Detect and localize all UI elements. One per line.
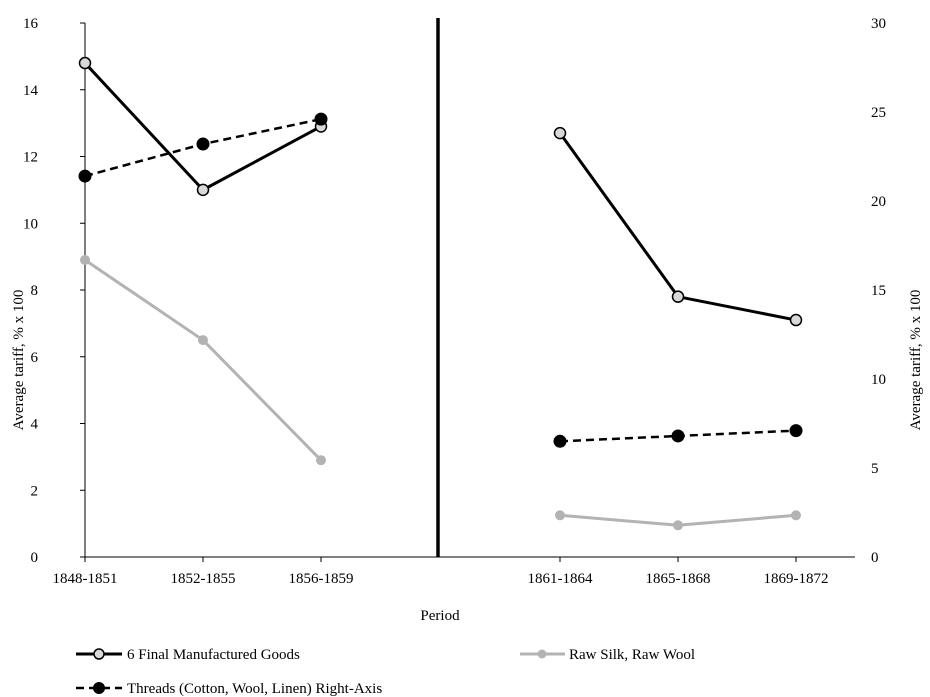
series-2: [78, 112, 803, 448]
data-point: [789, 313, 803, 327]
x-tick-label: 1852-1855: [171, 571, 236, 587]
y-tick-label-right: 15: [871, 283, 886, 299]
x-tick-label: 1869-1872: [764, 571, 829, 587]
legend-item-raw-silk: Raw Silk, Raw Wool: [520, 647, 695, 663]
x-axis-title: Period: [420, 608, 460, 624]
series-0: [78, 56, 803, 327]
data-point: [553, 126, 567, 140]
data-point: [553, 434, 567, 448]
y-tick-label-left: 0: [31, 550, 39, 566]
y-tick-label-left: 14: [23, 83, 39, 99]
data-point: [789, 424, 803, 438]
series-line: [83, 62, 322, 192]
data-point: [671, 290, 685, 303]
y-axis-right-title: Average tariff, % x 100: [908, 290, 924, 431]
axes: [84, 23, 855, 558]
y-tick-label-left: 16: [23, 16, 39, 32]
data-point: [78, 169, 92, 183]
y-tick-label-right: 20: [871, 194, 886, 210]
data-point: [791, 510, 801, 521]
y-axis-left-title: Average tariff, % x 100: [11, 290, 27, 431]
legend-marker-threads: [93, 682, 105, 694]
data-point: [196, 183, 210, 197]
series-1: [80, 254, 801, 531]
ticks-layer: 0 2 4 6 8 10 12 14 16 0 5 10 15 20 25 30 1848-1851 1852-1…: [23, 16, 886, 587]
legend: 6 Final Manufactured Goods Raw Silk, Raw…: [76, 647, 695, 697]
legend-marker-raw-silk: [537, 649, 547, 659]
y-tick-label-left: 12: [23, 150, 38, 166]
y-tick-label-left: 4: [31, 417, 39, 433]
y-tick-label-right: 30: [871, 16, 886, 32]
x-tick-label: 1856-1859: [289, 571, 354, 587]
data-point: [673, 520, 683, 531]
y-tick-label-right: 5: [871, 461, 879, 477]
y-tick-label-right: 25: [871, 105, 886, 121]
legend-label-raw-silk: Raw Silk, Raw Wool: [569, 647, 695, 663]
legend-label-threads: Threads (Cotton, Wool, Linen) Right-Axis: [127, 681, 382, 697]
x-tick-label: 1848-1851: [53, 571, 118, 587]
data-point: [198, 335, 208, 346]
y-tick-label-left: 10: [23, 216, 38, 232]
y-tick-label-right: 0: [871, 550, 879, 566]
data-point: [314, 112, 328, 126]
x-tick-label: 1861-1864: [528, 571, 593, 587]
series-layer: [78, 56, 803, 531]
y-tick-label-right: 10: [871, 372, 886, 388]
series-line: [84, 258, 323, 462]
data-point: [80, 254, 90, 265]
x-tick-label: 1865-1868: [646, 571, 711, 587]
y-tick-label-left: 6: [31, 350, 39, 366]
legend-item-final-goods: 6 Final Manufactured Goods: [76, 647, 300, 663]
y-tick-label-left: 8: [31, 283, 39, 299]
data-point: [555, 510, 565, 521]
legend-label-final-goods: 6 Final Manufactured Goods: [127, 647, 300, 663]
data-point: [671, 429, 685, 443]
data-point: [316, 455, 326, 466]
data-point: [196, 137, 210, 151]
legend-marker-final-goods: [93, 648, 105, 660]
legend-item-threads: Threads (Cotton, Wool, Linen) Right-Axis: [76, 681, 382, 697]
y-tick-label-left: 2: [31, 483, 39, 499]
data-point: [78, 56, 92, 70]
